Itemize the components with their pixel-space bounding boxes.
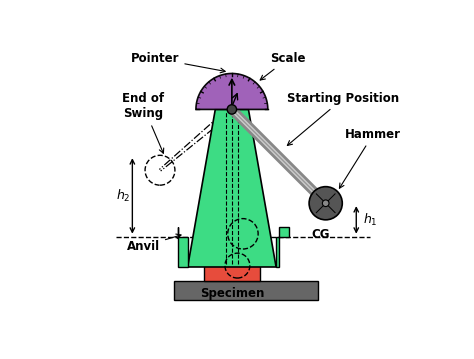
Text: $h_2$: $h_2$ — [117, 188, 131, 204]
Text: Hammer: Hammer — [339, 128, 401, 188]
Text: Scale: Scale — [260, 52, 306, 80]
Text: Pointer: Pointer — [131, 52, 225, 73]
Circle shape — [309, 187, 342, 220]
Bar — [174, 281, 318, 300]
Polygon shape — [188, 109, 276, 267]
Text: Anvil: Anvil — [127, 234, 181, 253]
Polygon shape — [276, 227, 289, 267]
Text: CG: CG — [311, 228, 329, 241]
Text: $h_1$: $h_1$ — [363, 212, 378, 228]
Text: Starting Position: Starting Position — [287, 92, 399, 145]
Text: Specimen: Specimen — [200, 287, 264, 300]
Text: End of
Swing: End of Swing — [122, 93, 164, 153]
Circle shape — [322, 200, 329, 206]
Polygon shape — [196, 74, 268, 109]
Text: CG: CG — [251, 219, 270, 232]
Polygon shape — [178, 227, 188, 267]
Circle shape — [227, 105, 237, 114]
Bar — [204, 257, 259, 281]
